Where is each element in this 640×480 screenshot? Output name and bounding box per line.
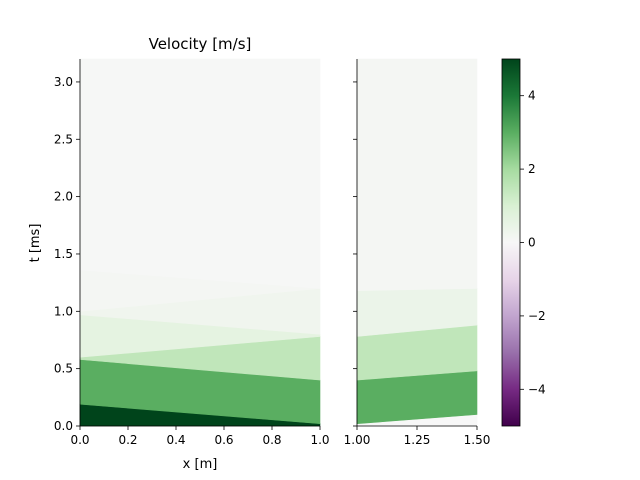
x-tick-label: 0.4: [166, 433, 185, 447]
heatmap-band-right-4: [356, 58, 478, 292]
heatmap-panel-right: 1.00 1.25 1.50: [344, 58, 491, 447]
chart-title: Velocity [m/s]: [149, 35, 252, 53]
y-tick-label: 1.5: [54, 247, 73, 261]
y-tick-label: 3.0: [54, 75, 73, 89]
x-tick-label: 0.0: [70, 433, 89, 447]
x-axis-label: x [m]: [183, 457, 218, 472]
y-tick-label: 0.0: [54, 419, 73, 433]
x-tick-label: 0.2: [118, 433, 137, 447]
x-tick-label: 1.25: [404, 433, 431, 447]
colorbar-tick-label: −4: [528, 382, 546, 396]
colorbar-tick-label: −2: [528, 309, 546, 323]
heatmap-panel-left: 0.0 0.2 0.4 0.6 0.8 1.0 0.0 0.5 1.0 1.5 2.0 2.5 3.0: [54, 58, 330, 447]
x-tick-label: 0.8: [262, 433, 281, 447]
colorbar-gradient: [501, 58, 521, 427]
x-tick-label: 1.0: [310, 433, 329, 447]
y-tick-label: 0.5: [54, 362, 73, 376]
colorbar-tick-label: 4: [528, 89, 536, 103]
x-tick-label: 1.50: [464, 433, 491, 447]
heatmap-band-left-6: [79, 58, 321, 289]
colorbar-ticks: 4 2 0 −2 −4: [520, 89, 546, 396]
x-tick-label: 0.6: [214, 433, 233, 447]
colorbar: 4 2 0 −2 −4: [501, 58, 546, 427]
x-tick-label: 1.00: [344, 433, 371, 447]
colorbar-tick-label: 2: [528, 162, 536, 176]
y-tick-label: 2.5: [54, 132, 73, 146]
y-tick-label: 2.0: [54, 190, 73, 204]
y-tick-label: 1.0: [54, 304, 73, 318]
colorbar-tick-label: 0: [528, 236, 536, 250]
y-axis-label: t [ms]: [28, 224, 43, 263]
